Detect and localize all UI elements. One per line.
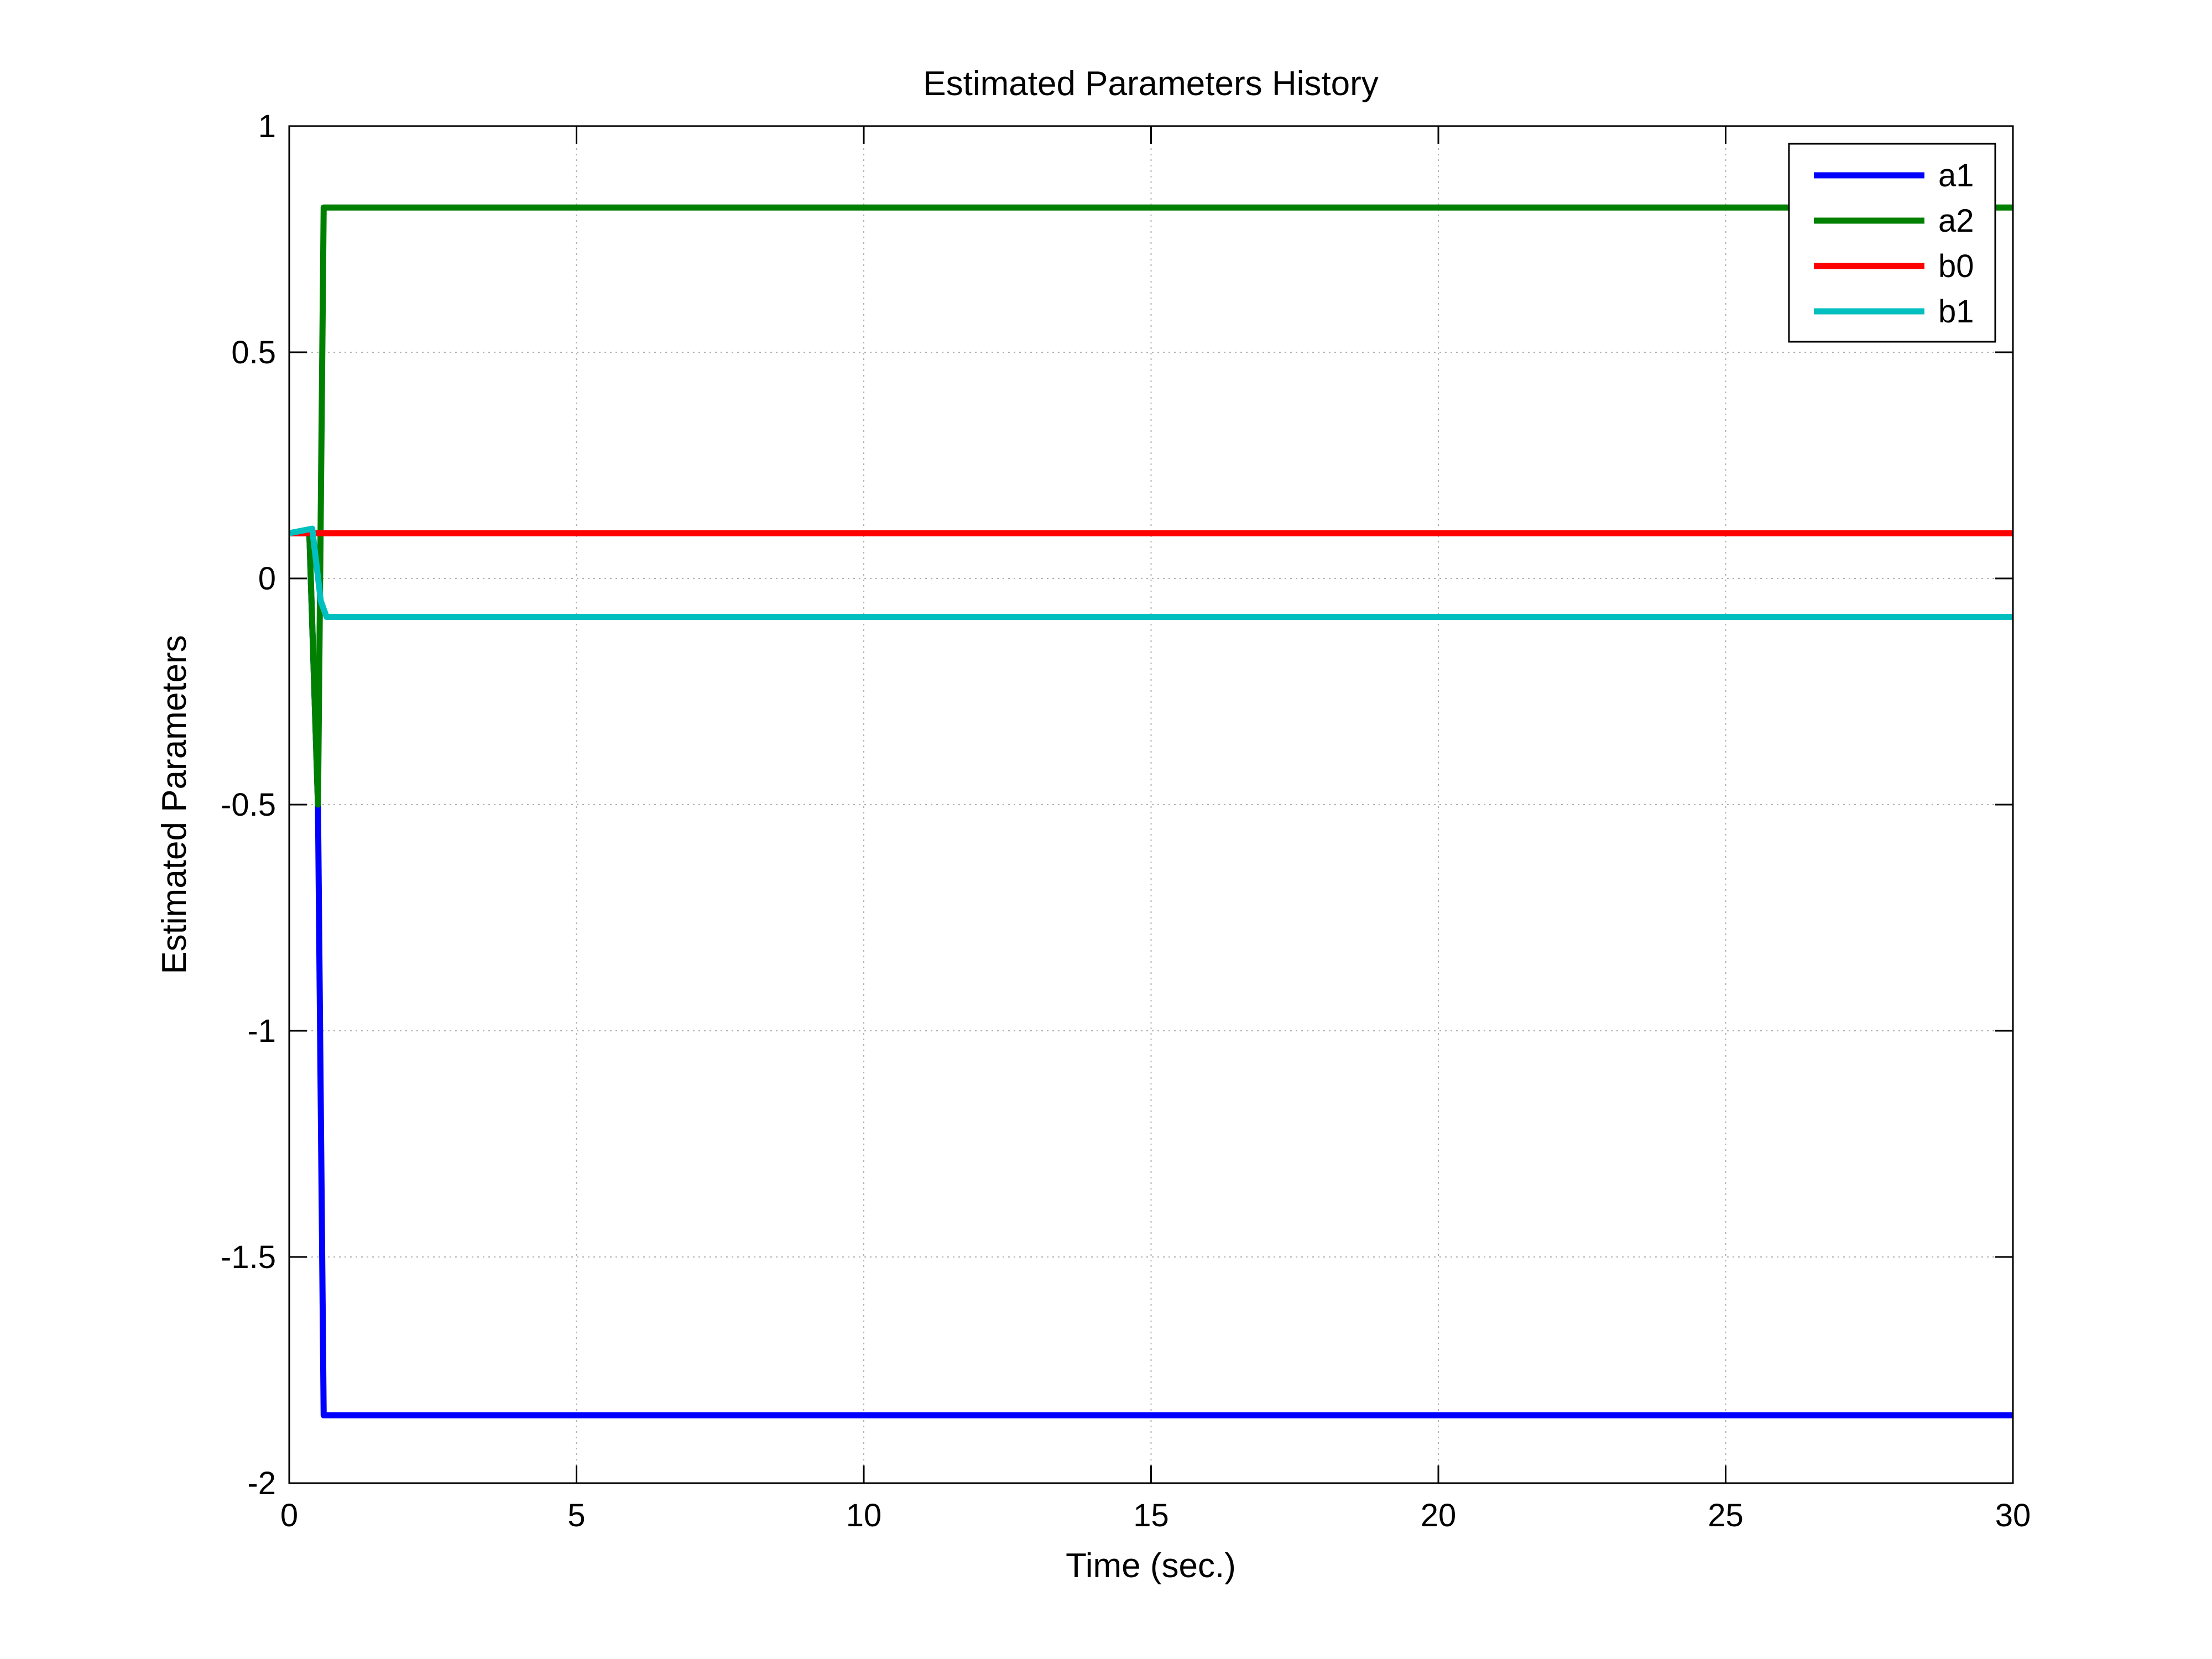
x-tick-label: 5: [567, 1498, 585, 1533]
x-tick-label: 10: [846, 1498, 882, 1533]
y-tick-label: -2: [247, 1465, 276, 1501]
chart-title: Estimated Parameters History: [923, 65, 1378, 103]
legend-label-b1: b1: [1938, 294, 1974, 330]
x-axis-label: Time (sec.): [1066, 1547, 1236, 1585]
y-tick-label: -1.5: [221, 1239, 276, 1275]
legend-label-a2: a2: [1938, 203, 1974, 239]
x-tick-label: 30: [1995, 1498, 2031, 1533]
y-tick-label: -1: [247, 1013, 276, 1049]
x-tick-label: 15: [1133, 1498, 1169, 1533]
y-tick-label: 0.5: [231, 335, 276, 371]
x-tick-label: 25: [1708, 1498, 1744, 1533]
legend: a1 a2 b0 b1: [1788, 143, 1996, 343]
y-tick-label: -0.5: [221, 787, 276, 823]
x-tick-label: 0: [280, 1498, 298, 1533]
y-tick-label: 1: [258, 108, 276, 144]
x-tick-label: 20: [1421, 1498, 1457, 1533]
series-lines: [288, 204, 2013, 1418]
legend-label-a1: a1: [1938, 158, 1974, 194]
y-tick-label: 0: [258, 561, 276, 597]
ticks: 0 5 10 15 20 25 30 1 0.5 0 -0.5 -1 -1.5 -2: [221, 108, 2031, 1533]
legend-label-b0: b0: [1938, 248, 1974, 284]
series-line-b1: [288, 525, 2013, 620]
plot-area: [289, 126, 2013, 1483]
y-axis-label: Estimated Parameters: [155, 635, 194, 974]
